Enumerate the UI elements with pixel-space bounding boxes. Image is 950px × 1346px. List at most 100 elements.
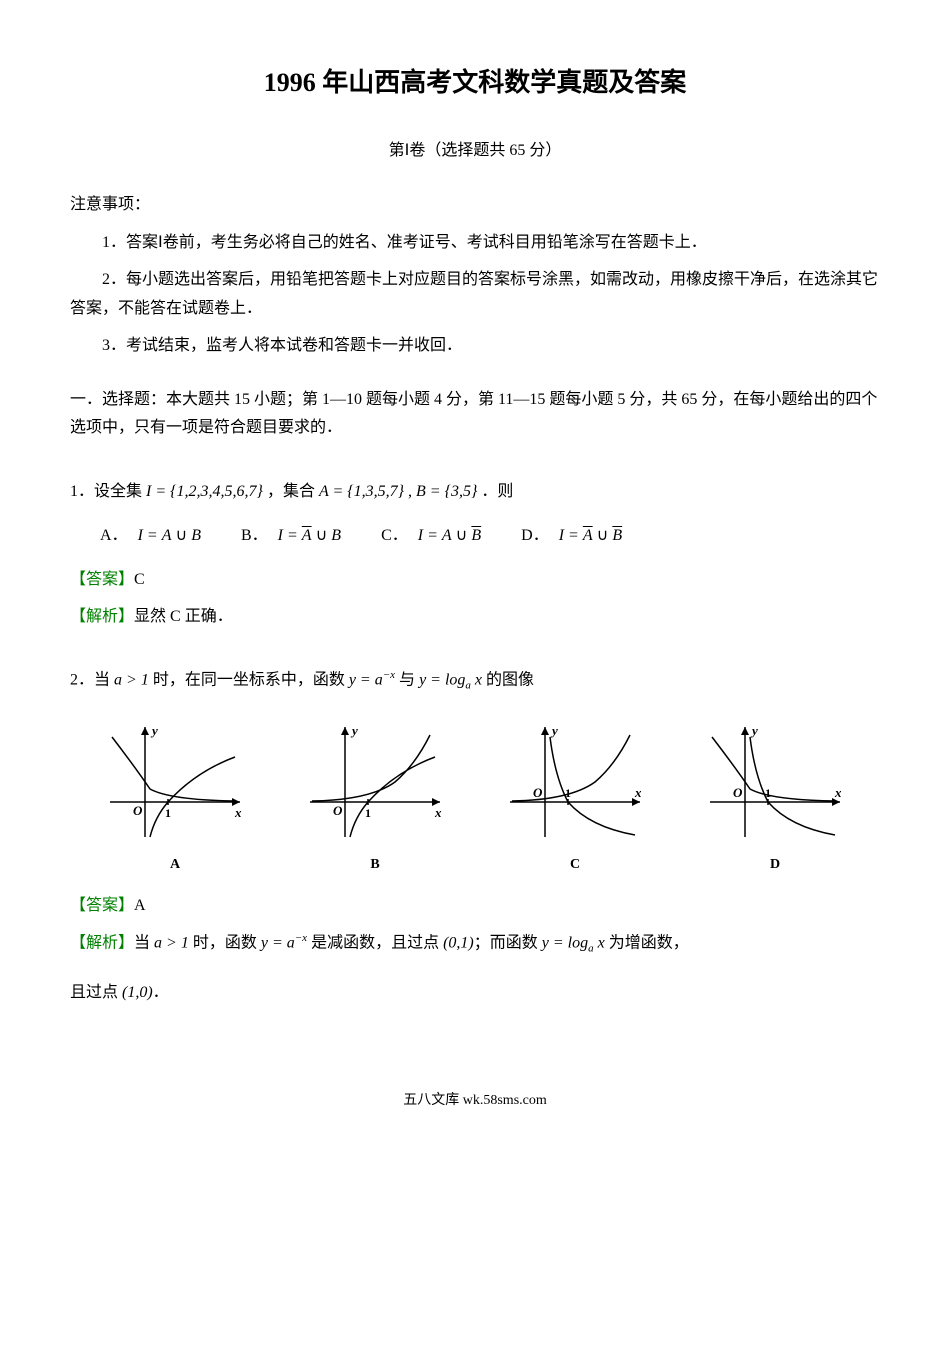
q1-analysis-label: 【解析】 <box>70 608 134 625</box>
q1-opt-c-a: A <box>442 527 452 544</box>
q1-opt-a-a: A <box>162 527 172 544</box>
q2-mid2: 与 <box>399 672 419 689</box>
graph-b-svg: O x y 1 <box>300 717 450 847</box>
notice-2: 2．每小题选出答案后，用铅笔把答题卡上对应题目的答案标号涂黑，如需改动，用橡皮擦… <box>70 266 880 324</box>
graph-d: O x y 1 D <box>700 717 850 877</box>
graph-a-y: y <box>150 723 158 738</box>
q1-option-d: D． I = A ∪ B <box>521 522 622 551</box>
q1-opt-a-b: B <box>191 527 201 544</box>
graph-b: O x y 1 B <box>300 717 450 877</box>
q1-answer: C <box>134 571 145 588</box>
graph-a: O x y 1 A <box>100 717 250 877</box>
q2-cond: a > 1 <box>114 672 149 689</box>
q2-an2-a: 且过点 <box>70 984 122 1001</box>
q1-opt-b-a: A <box>302 527 312 544</box>
q1-opt-c-op: ∪ <box>456 527 468 544</box>
q2-analysis-block: 【解析】当 a > 1 时，函数 y = a−x 是减函数，且过点 (0,1)；… <box>70 929 880 959</box>
q1-options: A． I = A ∪ B B． I = A ∪ B C． I = A ∪ <box>100 522 880 551</box>
q1-mid1: ，集合 <box>267 483 319 500</box>
q2-an-pt1: (0,1) <box>443 934 474 951</box>
paper-subtitle: 第Ⅰ卷（选择题共 65 分） <box>70 137 880 166</box>
q1-option-c: C． I = A ∪ B <box>381 522 481 551</box>
q1-opt-b-label: B． <box>241 522 268 551</box>
q1-opt-a-label: A． <box>100 522 128 551</box>
q1-opt-d-a: A <box>583 527 593 544</box>
q2-an-cond: a > 1 <box>154 934 189 951</box>
q1-set-b: B = {3,5} <box>416 483 477 500</box>
graph-a-label: A <box>100 852 250 877</box>
q1-stem: 1．设全集 I = {1,2,3,4,5,6,7} ，集合 A = {1,3,5… <box>70 478 880 507</box>
q2-an-f2: y = log <box>542 934 588 951</box>
notice-3: 3．考试结束，监考人将本试卷和答题卡一并收回． <box>70 332 880 361</box>
q2-answer-label: 【答案】 <box>70 897 134 914</box>
graph-d-y: y <box>750 723 758 738</box>
graph-d-x: x <box>834 785 842 800</box>
graph-c-label: C <box>500 852 650 877</box>
graph-a-origin: O <box>133 803 143 818</box>
q2-mid1: 时，在同一坐标系中，函数 <box>153 672 349 689</box>
q2-an-e: 为增函数， <box>605 934 689 951</box>
question-2: 2．当 a > 1 时，在同一坐标系中，函数 y = a −x 与 y = log… <box>70 666 880 1007</box>
q2-stem: 2．当 a > 1 时，在同一坐标系中，函数 y = a−x 与 y = log… <box>70 666 880 696</box>
q2-f2: y = log <box>419 672 465 689</box>
q1-prefix: 1．设全集 <box>70 483 146 500</box>
q1-opt-d-b: B <box>612 527 622 544</box>
graph-a-x: x <box>234 805 242 820</box>
graph-d-svg: O x y 1 <box>700 717 850 847</box>
notice-1: 1．答案Ⅰ卷前，考生务必将自己的姓名、准考证号、考试科目用铅笔涂写在答题卡上． <box>70 229 880 258</box>
graph-c-svg: O x y 1 <box>500 717 650 847</box>
q2-analysis-line2: 且过点 (1,0)． <box>70 979 880 1008</box>
q2-an-c: 是减函数，且过点 <box>307 934 443 951</box>
graph-b-x: x <box>434 805 442 820</box>
graph-c-x: x <box>634 785 642 800</box>
q2-an-a: 当 <box>134 934 154 951</box>
q2-an-b: 时，函数 <box>189 934 261 951</box>
graph-a-tick: 1 <box>165 806 171 820</box>
graph-c-y: y <box>550 723 558 738</box>
q1-opt-c-label: C． <box>381 522 408 551</box>
q2-an2-b: ． <box>153 984 169 1001</box>
q2-an-d: ；而函数 <box>474 934 542 951</box>
q1-set-a: A = {1,3,5,7} <box>319 483 404 500</box>
q2-answer-block: 【答案】A <box>70 892 880 921</box>
q1-opt-a-lhs: I = <box>138 527 158 544</box>
q1-tail: ．则 <box>481 483 513 500</box>
q1-opt-d-label: D． <box>521 522 549 551</box>
graph-c: O x y 1 C <box>500 717 650 877</box>
graph-b-tick: 1 <box>365 806 371 820</box>
q2-prefix: 2．当 <box>70 672 114 689</box>
graph-b-label: B <box>300 852 450 877</box>
q2-tail: 的图像 <box>486 672 534 689</box>
q2-f1-exp: −x <box>383 669 395 681</box>
q2-analysis-label: 【解析】 <box>70 934 134 951</box>
notice-heading: 注意事项： <box>70 191 880 220</box>
q1-comma: , <box>408 483 416 500</box>
graph-b-y: y <box>350 723 358 738</box>
question-1: 1．设全集 I = {1,2,3,4,5,6,7} ，集合 A = {1,3,5… <box>70 478 880 631</box>
q1-option-a: A． I = A ∪ B <box>100 522 201 551</box>
q1-answer-block: 【答案】C <box>70 566 880 595</box>
graph-d-label: D <box>700 852 850 877</box>
q1-opt-d-op: ∪ <box>597 527 609 544</box>
q1-analysis: 显然 C 正确． <box>134 608 233 625</box>
section-one-heading: 一．选择题：本大题共 15 小题；第 1—10 题每小题 4 分，第 11—15… <box>70 386 880 444</box>
page-title: 1996 年山西高考文科数学真题及答案 <box>70 60 880 107</box>
q1-opt-b-lhs: I = <box>278 527 298 544</box>
q1-opt-b-b: B <box>331 527 341 544</box>
q2-answer: A <box>134 897 146 914</box>
graph-a-svg: O x y 1 <box>100 717 250 847</box>
q2-an-f1: y = a <box>261 934 295 951</box>
q1-option-b: B． I = A ∪ B <box>241 522 341 551</box>
q1-opt-d-lhs: I = <box>559 527 579 544</box>
q1-analysis-block: 【解析】显然 C 正确． <box>70 603 880 632</box>
q1-opt-a-op: ∪ <box>175 527 187 544</box>
page-footer: 五八文库 wk.58sms.com <box>70 1088 880 1113</box>
q1-opt-c-b: B <box>471 527 481 544</box>
q1-opt-c-lhs: I = <box>418 527 438 544</box>
q1-answer-label: 【答案】 <box>70 571 134 588</box>
graph-b-origin: O <box>333 803 343 818</box>
graph-d-origin: O <box>733 785 743 800</box>
graph-c-origin: O <box>533 785 543 800</box>
q1-opt-b-op: ∪ <box>316 527 328 544</box>
q2-f2-tail: x <box>471 672 482 689</box>
